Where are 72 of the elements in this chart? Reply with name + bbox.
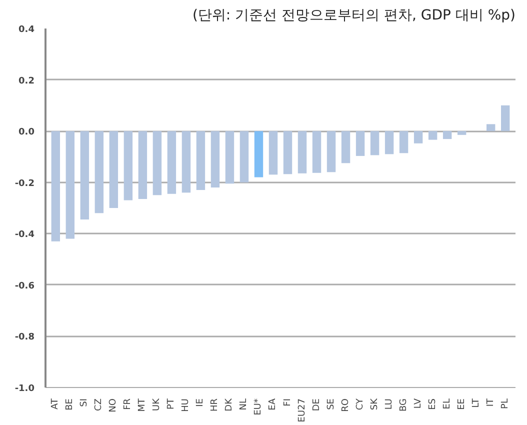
bar bbox=[414, 131, 423, 144]
bar bbox=[268, 131, 278, 175]
bar bbox=[500, 105, 510, 132]
chart-title: (단위: 기준선 전망으로부터의 편차, GDP 대비 %p) bbox=[192, 8, 516, 24]
bar bbox=[138, 131, 148, 200]
x-tick-label: UK bbox=[152, 397, 162, 411]
x-tick-label: MT bbox=[138, 398, 148, 412]
x-tick-label: EL bbox=[442, 398, 452, 410]
bar bbox=[356, 131, 365, 156]
bar bbox=[225, 131, 234, 184]
y-tick-label: -1.0 bbox=[14, 384, 35, 394]
bar bbox=[326, 131, 336, 172]
x-tick-label: CZ bbox=[94, 398, 104, 411]
bar bbox=[182, 131, 191, 193]
x-tick-label: CY bbox=[355, 398, 366, 410]
bar bbox=[341, 131, 350, 164]
y-tick-label: -0.8 bbox=[14, 332, 35, 343]
y-tick-label: -0.2 bbox=[14, 178, 35, 189]
x-tick-label: EU* bbox=[254, 398, 264, 416]
x-tick-label: LU bbox=[384, 398, 394, 410]
x-tick-label: HR bbox=[210, 398, 220, 412]
bar bbox=[457, 131, 466, 135]
bar bbox=[254, 131, 264, 178]
bar bbox=[51, 131, 60, 242]
x-tick-label: FR bbox=[123, 398, 134, 410]
x-tick-label: DK bbox=[224, 397, 235, 412]
bar bbox=[210, 131, 220, 188]
x-tick-label: PL bbox=[500, 398, 510, 409]
x-tick-label: LT bbox=[471, 398, 482, 408]
x-tick-label: SE bbox=[326, 398, 336, 410]
x-tick-label: RO bbox=[340, 398, 351, 412]
y-tick-label: -0.6 bbox=[14, 281, 35, 292]
x-tick-label: DE bbox=[312, 398, 322, 412]
x-tick-label: NL bbox=[239, 398, 250, 410]
bar bbox=[486, 124, 496, 132]
bar bbox=[399, 131, 408, 154]
y-tick-label: -0.4 bbox=[14, 230, 35, 240]
bar bbox=[167, 131, 176, 194]
bar bbox=[196, 131, 206, 190]
x-tick-label: LV bbox=[413, 398, 424, 409]
bar bbox=[384, 131, 394, 154]
y-tick-label: 0.4 bbox=[18, 25, 35, 35]
x-tick-label: PT bbox=[166, 398, 177, 410]
bar bbox=[298, 131, 307, 174]
x-tick-label: SI bbox=[80, 398, 90, 407]
bar bbox=[109, 131, 118, 208]
bar bbox=[152, 131, 162, 196]
x-tick-label: BE bbox=[65, 398, 76, 410]
x-tick-label: IT bbox=[486, 398, 496, 407]
bar bbox=[370, 131, 380, 156]
x-tick-label: BG bbox=[398, 398, 409, 412]
x-tick-label: EU27 bbox=[297, 398, 308, 422]
x-tick-label: AT bbox=[50, 398, 61, 410]
bar bbox=[240, 131, 249, 182]
x-tick-label: FI bbox=[282, 398, 293, 406]
x-tick-label: IE bbox=[196, 398, 206, 407]
bar bbox=[428, 131, 438, 140]
bar bbox=[283, 131, 292, 174]
x-tick-label: EE bbox=[456, 398, 467, 410]
bar bbox=[94, 131, 104, 214]
x-tick-label: NO bbox=[108, 398, 119, 412]
x-tick-label: SK bbox=[370, 397, 380, 410]
bar bbox=[124, 131, 133, 200]
x-tick-label: ES bbox=[428, 398, 438, 410]
x-tick-label: EA bbox=[268, 398, 278, 410]
bar bbox=[66, 131, 75, 239]
bar bbox=[312, 131, 322, 173]
x-tick-label: HU bbox=[181, 398, 192, 412]
bar bbox=[80, 131, 90, 220]
y-tick-label: 0.0 bbox=[18, 128, 35, 138]
bar bbox=[442, 131, 452, 140]
y-tick-label: 0.2 bbox=[18, 76, 35, 86]
